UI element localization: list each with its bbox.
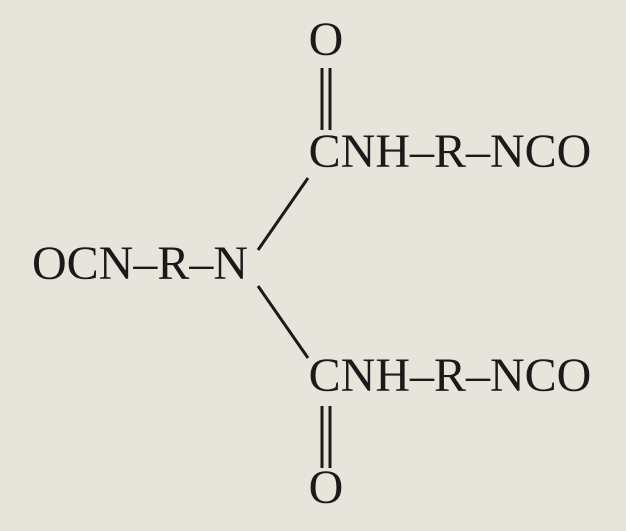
- label-top-branch: CNH–R–NCO: [309, 125, 592, 178]
- bond-n-to-top-branch: [258, 178, 308, 250]
- bond-n-to-bottom-branch: [258, 286, 308, 358]
- label-top-oxygen: O: [309, 13, 344, 66]
- label-bottom-oxygen: O: [309, 461, 344, 514]
- label-bottom-branch: CNH–R–NCO: [309, 349, 592, 402]
- label-left-ocn-r-n: OCN–R–N: [32, 237, 248, 290]
